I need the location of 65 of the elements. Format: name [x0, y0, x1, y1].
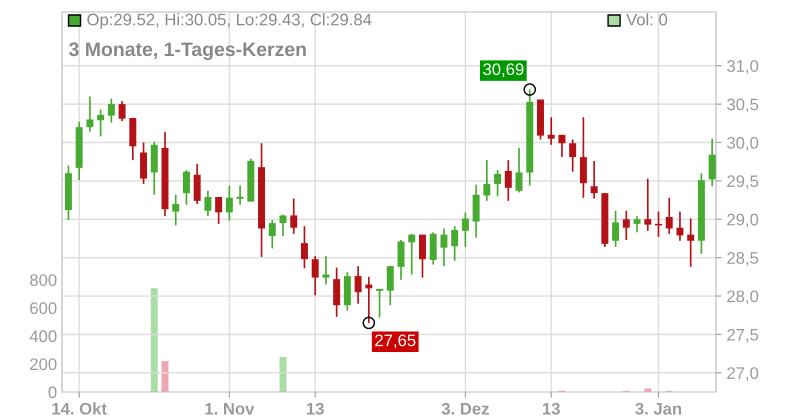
y-tick-label: 400 — [30, 330, 56, 342]
candlestick — [365, 276, 372, 324]
y2-tick-label: 29,5 — [727, 175, 758, 190]
candlestick — [504, 159, 512, 202]
y2-tick-label: 30,0 — [727, 136, 758, 151]
candlestick — [666, 196, 673, 235]
candlestick — [312, 255, 319, 296]
candlestick — [280, 214, 286, 237]
candlestick — [516, 147, 523, 194]
candlestick — [118, 100, 126, 122]
candlestick — [226, 184, 233, 222]
candlestick — [634, 215, 641, 234]
candlestick — [644, 178, 652, 232]
candlestick — [558, 134, 566, 158]
candlestick — [687, 218, 694, 268]
candlestick — [622, 210, 630, 241]
candlestick — [590, 160, 598, 200]
candlestick — [548, 116, 555, 146]
x-tick-label: 14. Okt — [52, 402, 107, 415]
candlestick — [440, 228, 448, 267]
y-tick-label: 0 — [48, 386, 56, 398]
candlestick — [290, 198, 298, 235]
y2-tick-label: 28,0 — [727, 290, 758, 304]
y-tick-label: 800 — [30, 274, 56, 286]
y2-tick-label: 28,5 — [727, 252, 758, 266]
candlestick — [182, 169, 190, 206]
candlestick — [322, 255, 330, 286]
bar — [150, 288, 158, 392]
candlestick — [204, 190, 212, 218]
candlestick — [451, 225, 458, 262]
x-tick-label: 13 — [542, 402, 560, 415]
x-tick-label: 13 — [306, 402, 324, 415]
y2-tick-label: 31,0 — [727, 60, 758, 74]
text: 3 Monate, 1-Tages-Kerzen — [68, 42, 306, 60]
y2-tick-label: 27,0 — [727, 367, 758, 381]
candlestick — [676, 210, 684, 242]
candlestick — [483, 159, 490, 202]
candlestick — [494, 169, 502, 198]
y2-tick-label: 29,0 — [727, 214, 758, 228]
candlestick — [172, 194, 180, 226]
x-tick-label: 3. Jan — [635, 402, 682, 415]
annotation: 27,65 — [375, 334, 416, 348]
annotation: 30,69 — [483, 63, 524, 78]
annotation: Vol: 0 — [626, 13, 668, 26]
bar — [280, 356, 286, 392]
candlestick — [408, 233, 416, 276]
candlestick — [655, 210, 662, 238]
candlestick — [97, 108, 104, 138]
candlestick — [268, 219, 276, 250]
y2-tick-label: 30,5 — [727, 98, 758, 112]
x-tick-label: 3. Dez — [442, 402, 489, 415]
candlestick — [569, 138, 576, 173]
candlestick — [86, 96, 94, 133]
y-tick-label: 200 — [30, 358, 56, 370]
candlestick — [215, 196, 222, 225]
candlestick — [462, 212, 469, 248]
candlestick — [612, 210, 620, 248]
y-tick-label: 600 — [30, 302, 56, 314]
bar — [162, 361, 168, 392]
candlestick — [108, 98, 115, 124]
annotation: Op:29.52, Hi:30.05, Lo:29.43, Cl:29.84 — [87, 13, 372, 29]
y2-tick-label: 27,5 — [727, 328, 758, 343]
candlestick — [354, 265, 362, 305]
x-tick-label: 1. Nov — [205, 403, 254, 415]
candlestick — [300, 225, 308, 270]
